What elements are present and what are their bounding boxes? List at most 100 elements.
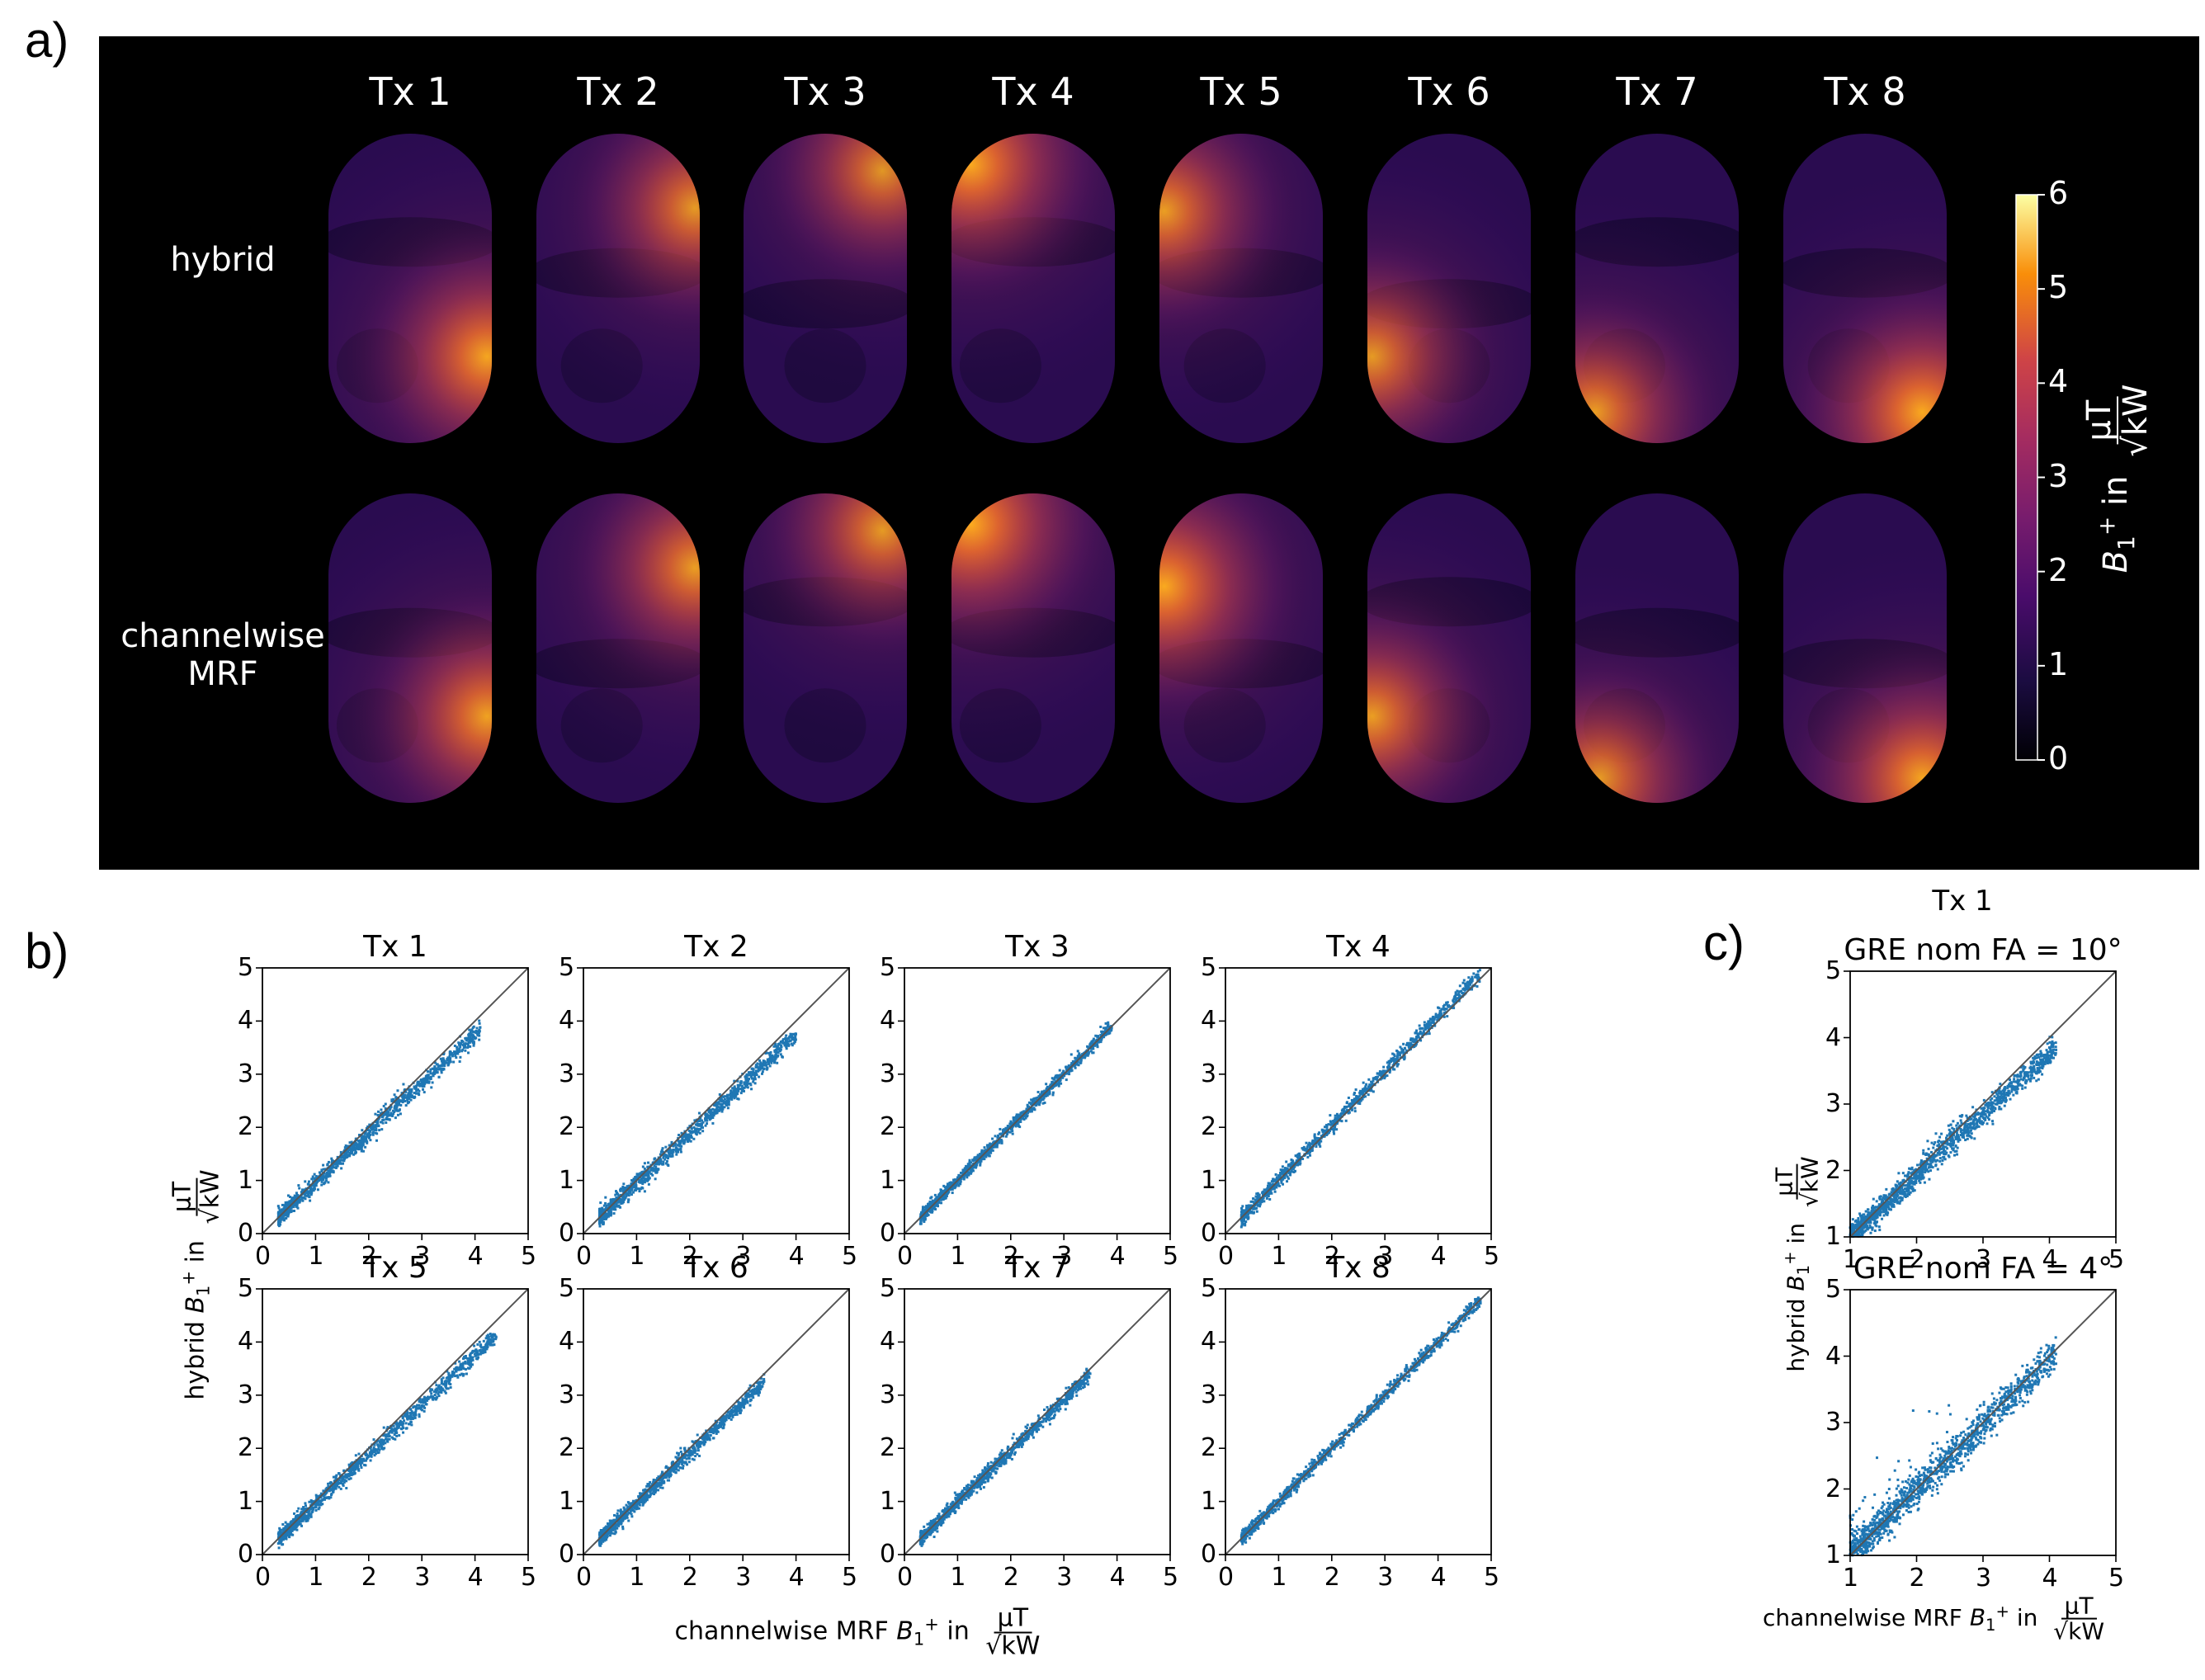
scatter-point xyxy=(781,1041,784,1044)
scatter-point xyxy=(625,1187,628,1190)
scatter-point xyxy=(971,1159,975,1162)
scatter-point xyxy=(392,1112,395,1116)
scatter-point xyxy=(1048,1090,1051,1093)
scatter-point xyxy=(1091,1041,1094,1045)
scatter-point xyxy=(1054,1074,1057,1078)
scatter-point xyxy=(1035,1097,1038,1100)
scatter-point xyxy=(349,1150,352,1154)
scatter-point xyxy=(722,1095,725,1098)
scatter-point xyxy=(423,1083,426,1087)
scatter-point xyxy=(1067,1064,1070,1067)
scatter-point xyxy=(987,1152,990,1155)
scatter-point xyxy=(722,1099,725,1102)
scatter-point xyxy=(764,1064,767,1067)
scatter-point xyxy=(662,1156,665,1159)
scatter-point xyxy=(478,1028,481,1031)
scatter-point xyxy=(938,1196,942,1199)
scatter-point xyxy=(482,1339,485,1343)
scatter-point xyxy=(1018,1120,1021,1123)
scatter-point xyxy=(739,1088,742,1091)
scatter-point xyxy=(308,1196,311,1199)
scatter-point xyxy=(966,1176,969,1179)
scatter-point xyxy=(630,1186,633,1189)
scatter-point xyxy=(361,1141,365,1144)
scatter-point xyxy=(642,1175,645,1178)
scatter-point xyxy=(658,1162,661,1165)
scatter-point xyxy=(362,1138,366,1141)
scatter-point xyxy=(407,1092,410,1095)
scatter-point xyxy=(1389,1059,1392,1062)
scatter-point xyxy=(640,1186,644,1189)
scatter-point xyxy=(441,1064,444,1068)
scatter-point xyxy=(1032,1107,1035,1111)
scatter-point xyxy=(362,1136,366,1140)
scatter-point xyxy=(692,1126,696,1129)
scatter-point xyxy=(767,1058,771,1061)
scatter-point xyxy=(1242,1218,1245,1221)
scatter-point xyxy=(771,1056,774,1059)
scatter-point xyxy=(1010,1121,1013,1125)
scatter-point xyxy=(360,1136,363,1140)
scatter-point xyxy=(731,1095,734,1098)
scatter-point xyxy=(394,1107,398,1110)
scatter-point xyxy=(460,1050,464,1053)
scatter-point xyxy=(747,1071,750,1074)
scatter-point xyxy=(369,1133,372,1136)
scatter-point xyxy=(706,1116,710,1119)
scatter-point xyxy=(638,1190,641,1193)
scatter-point xyxy=(294,1201,297,1205)
scatter-point xyxy=(780,1045,783,1049)
scatter-point xyxy=(607,1202,610,1206)
scatter-point xyxy=(708,1118,711,1121)
scatter-point xyxy=(1309,1148,1312,1151)
scatter-point xyxy=(630,1179,634,1182)
scatter-point xyxy=(1443,1008,1447,1011)
scatter-point xyxy=(475,1026,479,1030)
scatter-point xyxy=(678,1144,681,1148)
scatter-point xyxy=(928,1210,931,1213)
scatter-point xyxy=(659,1157,662,1160)
scatter-point xyxy=(290,1210,293,1213)
scatter-point xyxy=(762,1062,765,1065)
scatter-point xyxy=(730,1097,734,1101)
scatter-point xyxy=(472,1025,475,1028)
scatter-point xyxy=(374,1120,377,1123)
scatter-point xyxy=(752,1068,755,1071)
scatter-point xyxy=(390,1111,393,1115)
scatter-point xyxy=(375,1139,378,1142)
scatter-point xyxy=(470,1034,473,1037)
scatter-point xyxy=(653,1158,656,1161)
scatter-point xyxy=(295,1203,298,1206)
scatter-point xyxy=(336,1164,339,1168)
scatter-point xyxy=(970,1170,973,1173)
scatter-point xyxy=(322,1168,325,1171)
scatter-point xyxy=(288,1206,291,1210)
scatter-point xyxy=(697,1111,701,1115)
scatter-point xyxy=(385,1114,389,1117)
scatter-point xyxy=(756,1065,759,1069)
scatter-point xyxy=(1424,1026,1428,1029)
scatter-point xyxy=(606,1212,609,1215)
scatter-point xyxy=(953,1179,956,1182)
scatter-point xyxy=(1086,1054,1089,1057)
scatter-point xyxy=(676,1144,679,1147)
scatter-point xyxy=(1372,1079,1375,1083)
scatter-point xyxy=(1319,1144,1322,1148)
scatter-point xyxy=(382,1113,385,1116)
scatter-point xyxy=(951,1192,954,1195)
scatter-point xyxy=(1465,988,1468,991)
scatter-point xyxy=(441,1068,445,1071)
scatter-point xyxy=(627,1198,630,1201)
scatter-point xyxy=(790,1042,793,1045)
scatter-point xyxy=(1011,1132,1014,1135)
scatter-point xyxy=(701,1121,705,1124)
scatter-point xyxy=(346,1149,349,1153)
scatter-point xyxy=(1364,1085,1367,1088)
scatter-point xyxy=(680,1140,683,1143)
scatter-point xyxy=(923,1215,927,1219)
scatter-point xyxy=(761,1070,764,1074)
scatter-point xyxy=(1273,1190,1277,1193)
scatter-point xyxy=(388,1113,391,1116)
scatter-point xyxy=(1407,1043,1410,1046)
scatter-point xyxy=(1458,994,1461,998)
